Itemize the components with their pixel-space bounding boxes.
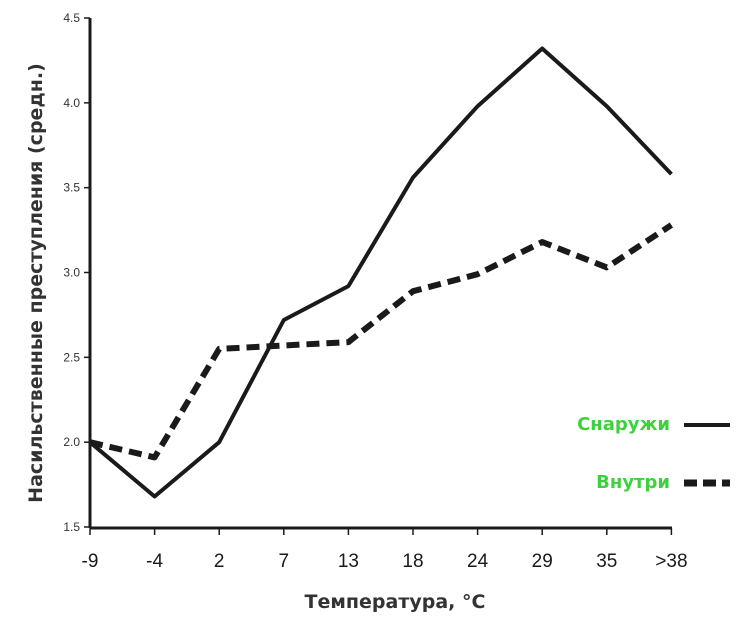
x-tick-label: >38 [655,551,687,572]
y-ticks: 1.5 2.0 2.5 3.0 3.5 4.0 4.5 [63,11,90,534]
x-ticks: -9 -4 2 7 13 18 24 29 35 >38 [82,528,688,572]
x-tick-label: -9 [82,551,99,572]
series-line-outside [88,46,673,499]
legend-label-inside: Внутри [596,472,670,493]
y-axis-title: Насильственные преступления (средн.) [25,63,47,503]
y-tick-label: 3.0 [63,266,80,280]
x-tick-label: 24 [467,551,489,572]
y-tick-label: 4.5 [63,11,80,25]
x-axis-title: Температура, °C [305,591,486,613]
axes [88,18,672,530]
x-tick-label: -4 [146,551,163,572]
x-tick-label: 2 [214,551,225,572]
y-tick-label: 3.5 [63,181,80,195]
series-line-inside [89,222,674,461]
legend-label-outside: Снаружи [577,414,670,435]
y-tick-label: 1.5 [63,520,80,534]
x-tick-label: 29 [532,551,553,572]
series-lines [88,46,674,499]
y-tick-label: 2.0 [63,435,80,449]
x-tick-label: 7 [279,551,290,572]
y-tick-label: 2.5 [63,350,80,364]
x-tick-label: 18 [402,551,423,572]
x-tick-label: 35 [596,551,617,572]
y-tick-label: 4.0 [63,96,80,110]
x-tick-label: 13 [338,551,359,572]
legend: Снаружи Внутри [577,414,730,493]
